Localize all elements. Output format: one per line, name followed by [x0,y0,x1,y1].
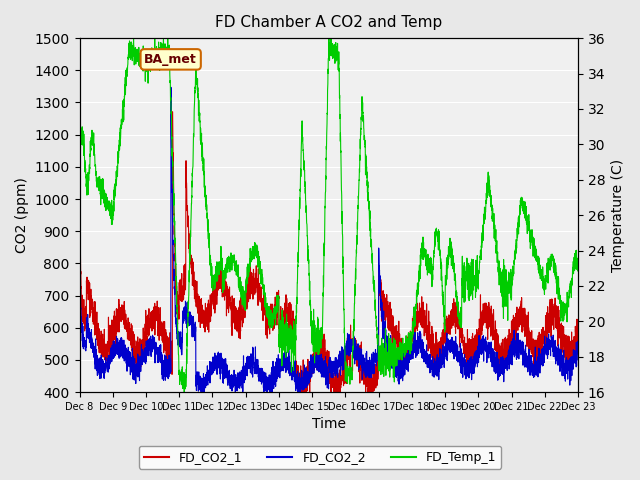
Y-axis label: CO2 (ppm): CO2 (ppm) [15,177,29,253]
X-axis label: Time: Time [312,418,346,432]
Y-axis label: Temperature (C): Temperature (C) [611,158,625,272]
Text: BA_met: BA_met [145,53,197,66]
Legend: FD_CO2_1, FD_CO2_2, FD_Temp_1: FD_CO2_1, FD_CO2_2, FD_Temp_1 [139,446,501,469]
Title: FD Chamber A CO2 and Temp: FD Chamber A CO2 and Temp [215,15,442,30]
